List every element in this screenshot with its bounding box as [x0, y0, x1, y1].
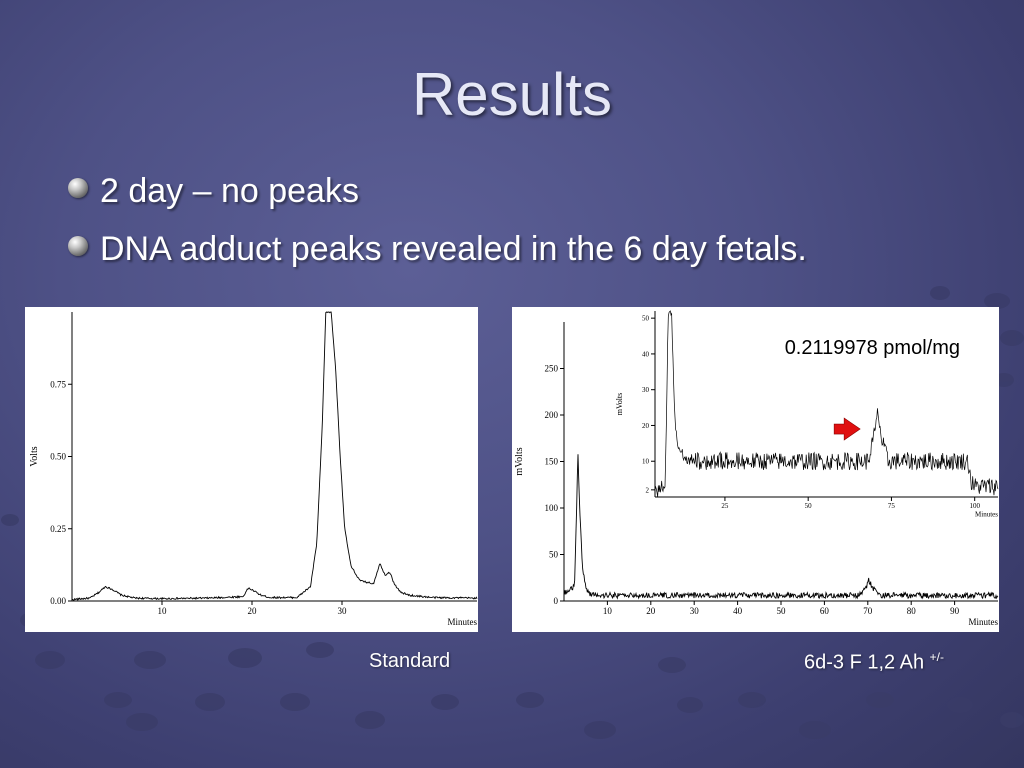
inset-x-tick-label: 75 [888, 502, 896, 510]
bullet-item-2: DNA adduct peaks revealed in the 6 day f… [68, 230, 807, 269]
concentration-label: 0.2119978 pmol/mg [785, 337, 960, 359]
bullet-text-2: DNA adduct peaks revealed in the 6 day f… [100, 230, 807, 268]
inset-chart: 25 50 75 100 2 10 20 30 40 50 Minutes mVolts [615, 310, 999, 518]
bullet-sphere-icon [68, 236, 88, 256]
inset-y-tick-label: 50 [642, 315, 650, 323]
sample-chromatogram: 10 20 30 40 50 60 70 80 90050100150200250Minutes… [514, 310, 999, 627]
standard-x-axis-label: Minutes [447, 617, 477, 627]
sample-trace [563, 454, 999, 600]
bullet-sphere-icon [68, 178, 88, 198]
caption-sample-label: 6d-3 F 1,2 Ah [804, 651, 930, 674]
inset-y-tick-label: 30 [642, 386, 650, 394]
inset-y-axis-label: mVolts [615, 393, 624, 416]
inset-y-tick-label: 10 [642, 458, 650, 466]
inset-x-tick-label: 50 [805, 502, 813, 510]
sample-y-tick-label: 200 [545, 410, 559, 420]
caption-standard: Standard [369, 650, 451, 672]
sample-y-tick-label: 250 [545, 364, 559, 374]
standard-trace [71, 311, 478, 601]
sample-x-axis-label: Minutes [968, 617, 998, 627]
standard-y-tick-label: 0.50 [50, 452, 66, 462]
caption-sample: 6d-3 F 1,2 Ah +/- [804, 650, 944, 675]
sample-chart: 10 20 30 40 50 60 70 80 90050100150200250Minutes… [514, 322, 998, 627]
standard-x-tick-label: 10 [158, 606, 168, 616]
sample-x-tick-label: 20 [646, 606, 656, 616]
standard-y-tick-label: 0.00 [50, 596, 66, 606]
bullet-text-1: 2 day – no peaks [100, 172, 359, 210]
slide-title: Results [411, 61, 613, 128]
standard-x-tick-label: 20 [248, 606, 258, 616]
sample-chart-panel: 10 20 30 40 50 60 70 80 90 0 50 100 150 200 250 Minutes… [512, 307, 999, 632]
sample-y-tick-label: 0 [554, 596, 559, 606]
inset-x-tick-label: 100 [969, 502, 980, 510]
inset-y-tick-label: 20 [642, 422, 650, 430]
peak-arrow-icon [833, 417, 861, 441]
inset-x-tick-label: 25 [721, 502, 729, 510]
standard-chart: 10 20 30 0.00 0.25 0.50 0.75 Minutes Volts [29, 311, 478, 627]
sample-x-tick-label: 50 [777, 606, 787, 616]
inset-y-tick-label: 40 [642, 350, 650, 358]
sample-x-tick-label: 10 [603, 606, 613, 616]
sample-y-axis-label: mVolts [514, 447, 525, 475]
inset-trace [654, 310, 999, 498]
inset-x-axis-label: Minutes [975, 510, 998, 518]
sample-y-tick-label: 100 [545, 503, 559, 513]
standard-chromatogram: 10 20 30 0.00 0.25 0.50 0.75 Minutes Volts [29, 311, 478, 627]
standard-y-axis-label: Volts [29, 446, 40, 466]
standard-y-tick-label: 0.75 [50, 379, 66, 389]
caption-sample-superscript: +/- [929, 650, 944, 664]
sample-y-tick-label: 150 [545, 457, 559, 467]
sample-x-tick-label: 90 [950, 606, 960, 616]
inset-y-tick-label: 2 [646, 486, 650, 494]
sample-x-tick-label: 70 [863, 606, 873, 616]
bullet-item-1: 2 day – no peaks [68, 172, 359, 211]
sample-x-tick-label: 40 [733, 606, 743, 616]
sample-y-tick-label: 50 [549, 550, 559, 560]
sample-x-tick-label: 80 [907, 606, 917, 616]
sample-x-tick-label: 60 [820, 606, 830, 616]
standard-y-tick-label: 0.25 [50, 524, 66, 534]
sample-x-tick-label: 30 [690, 606, 700, 616]
standard-chart-panel: 10 20 30 0.00 0.25 0.50 0.75 Minutes Volts [25, 307, 478, 632]
standard-x-tick-label: 30 [338, 606, 348, 616]
